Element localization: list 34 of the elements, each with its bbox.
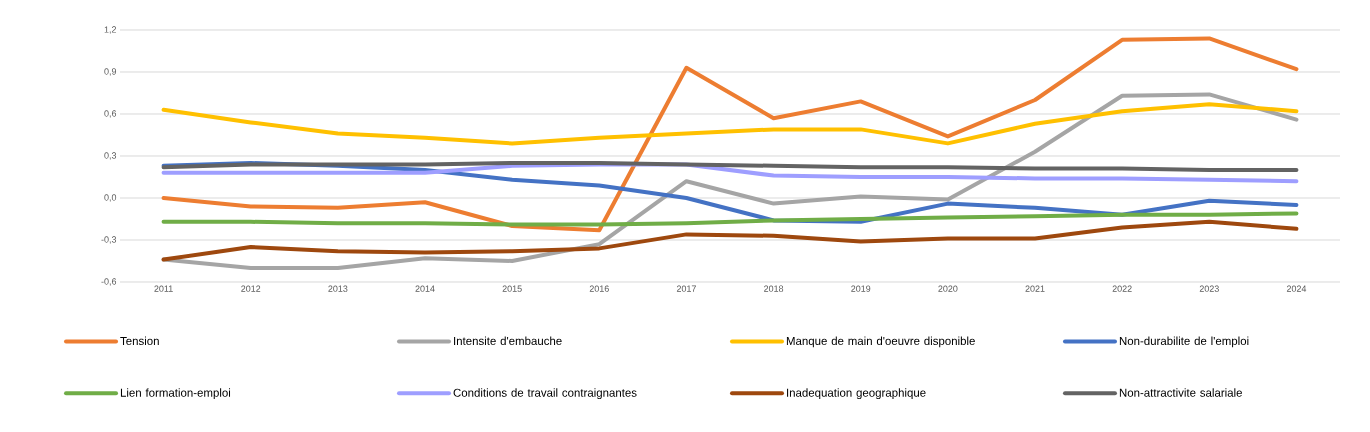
legend-label: Tension: [120, 336, 159, 345]
x-tick-label: 2023: [1199, 285, 1219, 292]
x-tick-label: 2015: [502, 285, 522, 292]
y-tick-label: 0,6: [104, 110, 117, 118]
y-tick-label: -0,6: [101, 278, 117, 286]
x-tick-label: 2019: [851, 285, 871, 292]
x-tick-label: 2024: [1286, 285, 1307, 292]
x-tick-label: 2022: [1112, 285, 1132, 292]
legend-label: Intensite d'embauche: [454, 336, 562, 345]
legend-label: Non-durabilite de l'emploi: [1119, 336, 1249, 348]
x-tick-label: 2013: [328, 285, 348, 292]
y-tick-label: -0,3: [101, 236, 117, 244]
x-tick-label: 2021: [1025, 285, 1045, 292]
y-tick-label: 1,2: [104, 26, 117, 34]
line-series: [161, 211, 1299, 227]
line-series: [161, 36, 1299, 233]
x-tick-label: 2017: [676, 285, 696, 292]
x-tick-label: 2011: [154, 285, 173, 292]
legend-label: Manque de main d'oeuvre disponible: [786, 336, 975, 348]
y-tick-label: 0,3: [104, 152, 117, 160]
line-series: [161, 219, 1299, 262]
y-tick-label: 0,0: [104, 194, 117, 202]
legend-label: Conditions de travail contraignantes: [453, 388, 637, 400]
legend-label: Lien formation-emploi: [120, 388, 231, 400]
legend-label: Non-attractivite salariale: [1119, 388, 1242, 397]
line-series: [161, 102, 1299, 146]
line-series: [161, 92, 1299, 270]
x-tick-label: 2018: [764, 285, 784, 292]
legend-label: Inadequation geographique: [787, 388, 926, 400]
x-tick-label: 2020: [938, 285, 958, 292]
y-tick-label: 0,9: [104, 68, 117, 76]
x-tick-label: 2012: [241, 285, 261, 292]
x-tick-label: 2016: [589, 285, 609, 292]
x-tick-label: 2014: [415, 285, 435, 292]
